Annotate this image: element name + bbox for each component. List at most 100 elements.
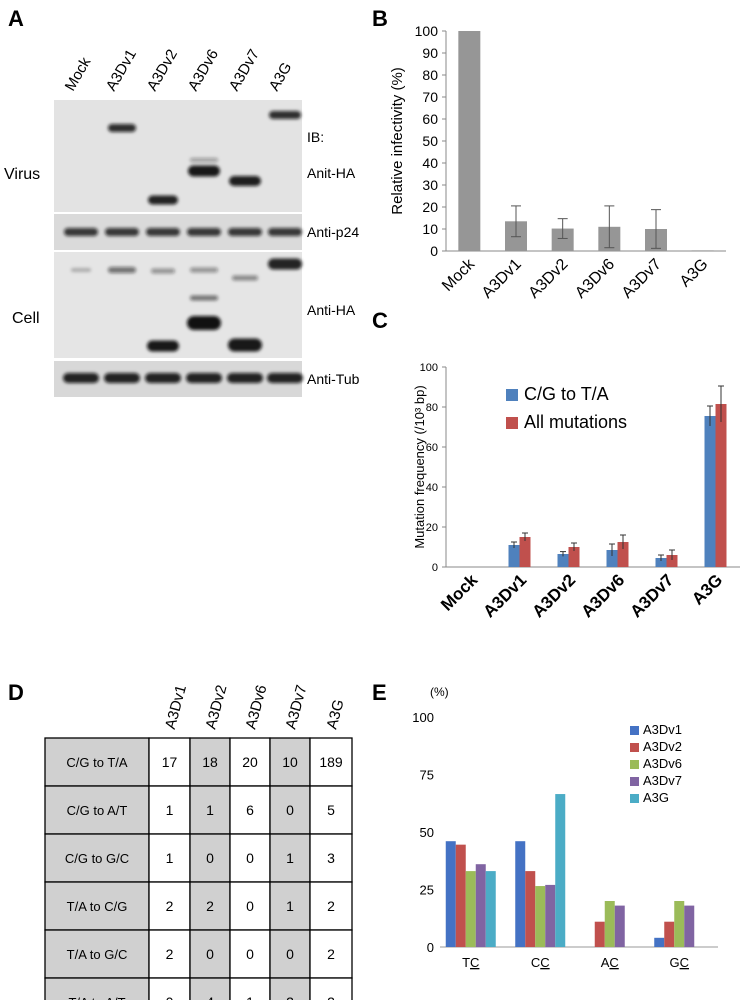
table-row-label: T/A to A/T — [68, 995, 125, 1000]
c-bar-a3dv2-s0 — [557, 554, 569, 567]
cell-label: Cell — [12, 310, 40, 327]
lane-label-a3dv2: A3Dv2 — [144, 47, 181, 94]
blot-label-anit-ha: Anit-HA — [307, 165, 356, 181]
e-unit-label: (%) — [430, 685, 449, 699]
band-cell-a3dv2-top — [151, 268, 175, 274]
panel-d-letter: D — [8, 680, 24, 705]
b-bar-a3dv2 — [551, 228, 574, 251]
table-cell — [148, 785, 191, 835]
c-legend-label-0: C/G to T/A — [524, 384, 609, 404]
table-col-header-a3g: A3G — [323, 698, 347, 731]
band-p24-5 — [268, 228, 302, 236]
e-bar-ac-a3dv7 — [614, 905, 625, 947]
band-cell-a3dv1 — [108, 267, 136, 273]
lane-label-a3dv1: A3Dv1 — [103, 47, 140, 94]
b-ytick-label: 60 — [422, 111, 438, 127]
lane-label-a3dv6: A3Dv6 — [185, 47, 222, 94]
table-cell-value: 1 — [206, 802, 214, 818]
table-cell-value: 1 — [166, 850, 174, 866]
c-bar-a3dv7-s1 — [666, 555, 678, 567]
table-cell-value: 0 — [246, 850, 254, 866]
e-xtick-label: CC — [531, 955, 550, 970]
table-cell — [309, 881, 353, 931]
b-xtick-a3dv2: A3Dv2 — [526, 256, 572, 302]
table-cell-value: 0 — [206, 946, 214, 962]
table-cell — [189, 929, 231, 979]
e-xtick-suffix: C — [680, 955, 689, 970]
e-bar-tc-a3dv1 — [445, 841, 456, 947]
e-legend-label-a3dv6: A3Dv6 — [643, 756, 682, 771]
b-xtick-mock: Mock — [439, 255, 479, 295]
table-cell-value: 2 — [166, 946, 174, 962]
table-cell-value: 3 — [327, 850, 335, 866]
table-row-label-cell — [44, 833, 150, 883]
table-cell-value: 5 — [327, 802, 335, 818]
band-virus-a3dv6 — [188, 165, 220, 177]
table-cell — [189, 833, 231, 883]
e-xtick-prefix: C — [531, 955, 540, 970]
panel-c-chart: 0 20 40 60 80 100 Mutation frequency (/10³ bp)… — [412, 362, 740, 621]
table-row-label: T/A to G/C — [67, 947, 128, 962]
e-bar-cc-a3dv1 — [515, 841, 526, 947]
table-cell-value: 0 — [246, 946, 254, 962]
table-cell-value: 0 — [286, 802, 294, 818]
band-cell-mock — [71, 268, 91, 272]
b-bar-mock — [458, 31, 481, 251]
table-cell-value: 18 — [202, 754, 218, 770]
table-cell — [229, 977, 271, 1000]
b-xtick-a3dv7: A3Dv7 — [619, 256, 665, 302]
c-xtick-a3dv1: A3Dv1 — [479, 570, 530, 621]
table-col-header-a3dv2: A3Dv2 — [202, 683, 230, 731]
c-xtick-mock: Mock — [437, 570, 482, 615]
e-xtick-prefix: A — [601, 955, 610, 970]
table-cell-value: 2 — [327, 994, 335, 1000]
b-xtick-a3dv1: A3Dv1 — [479, 256, 525, 302]
e-xtick-label: GC — [669, 955, 689, 970]
e-bar-tc-a3dv6 — [465, 871, 476, 947]
table-cell-value: 2 — [166, 898, 174, 914]
table-cell — [229, 929, 271, 979]
c-ytick-label: 60 — [426, 442, 438, 454]
c-ytick-label: 20 — [426, 522, 438, 534]
e-bar-cc-a3g — [555, 794, 566, 947]
band-virus-a3dv2 — [148, 195, 178, 205]
e-bar-tc-a3g — [485, 871, 496, 947]
table-col-header-a3dv7: A3Dv7 — [282, 683, 310, 731]
b-ytick-label: 70 — [422, 89, 438, 105]
b-ytick-label: 100 — [415, 23, 439, 39]
e-xtick-label: TC — [462, 955, 479, 970]
c-legend-swatch-0 — [506, 389, 518, 401]
blot-cell-ha — [54, 252, 302, 358]
table-cell-value: 0 — [246, 898, 254, 914]
table-cell — [148, 881, 191, 931]
table-col-header-a3dv1: A3Dv1 — [162, 683, 190, 731]
table-cell-value: 0 — [286, 946, 294, 962]
c-xtick-a3dv6: A3Dv6 — [577, 570, 628, 621]
b-ytick-label: 30 — [422, 177, 438, 193]
panel-a-letter: A — [8, 6, 24, 31]
panel-b-letter: B — [372, 6, 388, 31]
band-virus-a3dv6-faint — [190, 158, 218, 162]
band-virus-a3dv7 — [229, 176, 261, 186]
c-bar-a3dv6-s1 — [617, 542, 629, 567]
b-bar-a3g — [691, 250, 714, 251]
table-cell-value: 2 — [286, 994, 294, 1000]
table-cell-value: 1 — [166, 802, 174, 818]
lane-label-a3g: A3G — [266, 60, 296, 94]
b-ytick-label: 90 — [422, 45, 438, 61]
e-xtick-label: AC — [601, 955, 619, 970]
e-bar-gc-a3dv7 — [684, 905, 695, 947]
b-ytick-label: 80 — [422, 67, 438, 83]
table-row-label: C/G to G/C — [65, 851, 129, 866]
band-virus-a3g — [269, 111, 301, 119]
e-legend-label-a3g: A3G — [643, 790, 669, 805]
c-ytick-label: 80 — [426, 402, 438, 414]
e-bar-ac-a3dv6 — [604, 901, 615, 947]
e-legend-swatch-a3dv2 — [630, 743, 639, 752]
band-tub-1 — [104, 373, 140, 383]
table-cell — [269, 977, 311, 1000]
